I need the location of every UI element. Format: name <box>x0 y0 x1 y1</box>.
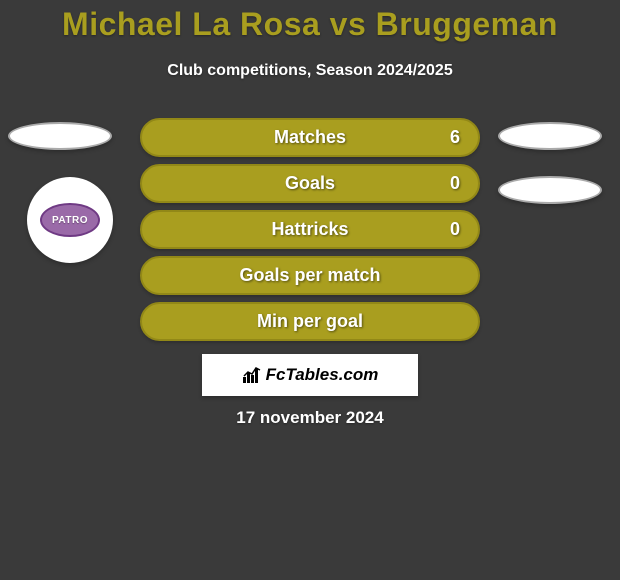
stat-row: Hattricks0 <box>140 210 480 249</box>
club-badge-text: PATRO <box>52 215 88 226</box>
stat-value-right: 0 <box>450 173 460 194</box>
stat-label: Matches <box>142 127 478 148</box>
comparison-infographic: Michael La Rosa vs Bruggeman Club compet… <box>0 0 620 580</box>
club-badge: PATRO <box>40 203 100 237</box>
stat-label: Min per goal <box>142 311 478 332</box>
right-ellipse-row0 <box>498 122 602 150</box>
stat-row: Goals per match <box>140 256 480 295</box>
stat-label: Hattricks <box>142 219 478 240</box>
player-avatar: PATRO <box>27 177 113 263</box>
stat-row: Min per goal <box>140 302 480 341</box>
stat-row: Goals0 <box>140 164 480 203</box>
stat-label: Goals per match <box>142 265 478 286</box>
footer-date: 17 november 2024 <box>0 408 620 428</box>
stat-label: Goals <box>142 173 478 194</box>
stat-value-right: 6 <box>450 127 460 148</box>
page-title: Michael La Rosa vs Bruggeman <box>0 6 620 43</box>
season-subtitle: Club competitions, Season 2024/2025 <box>0 62 620 80</box>
stat-value-right: 0 <box>450 219 460 240</box>
right-ellipse-row1 <box>498 176 602 204</box>
stat-row: Matches6 <box>140 118 480 157</box>
left-ellipse-row0 <box>8 122 112 150</box>
brand-text: FcTables.com <box>266 365 379 385</box>
chart-icon <box>242 366 262 384</box>
brand-badge: FcTables.com <box>202 354 418 396</box>
